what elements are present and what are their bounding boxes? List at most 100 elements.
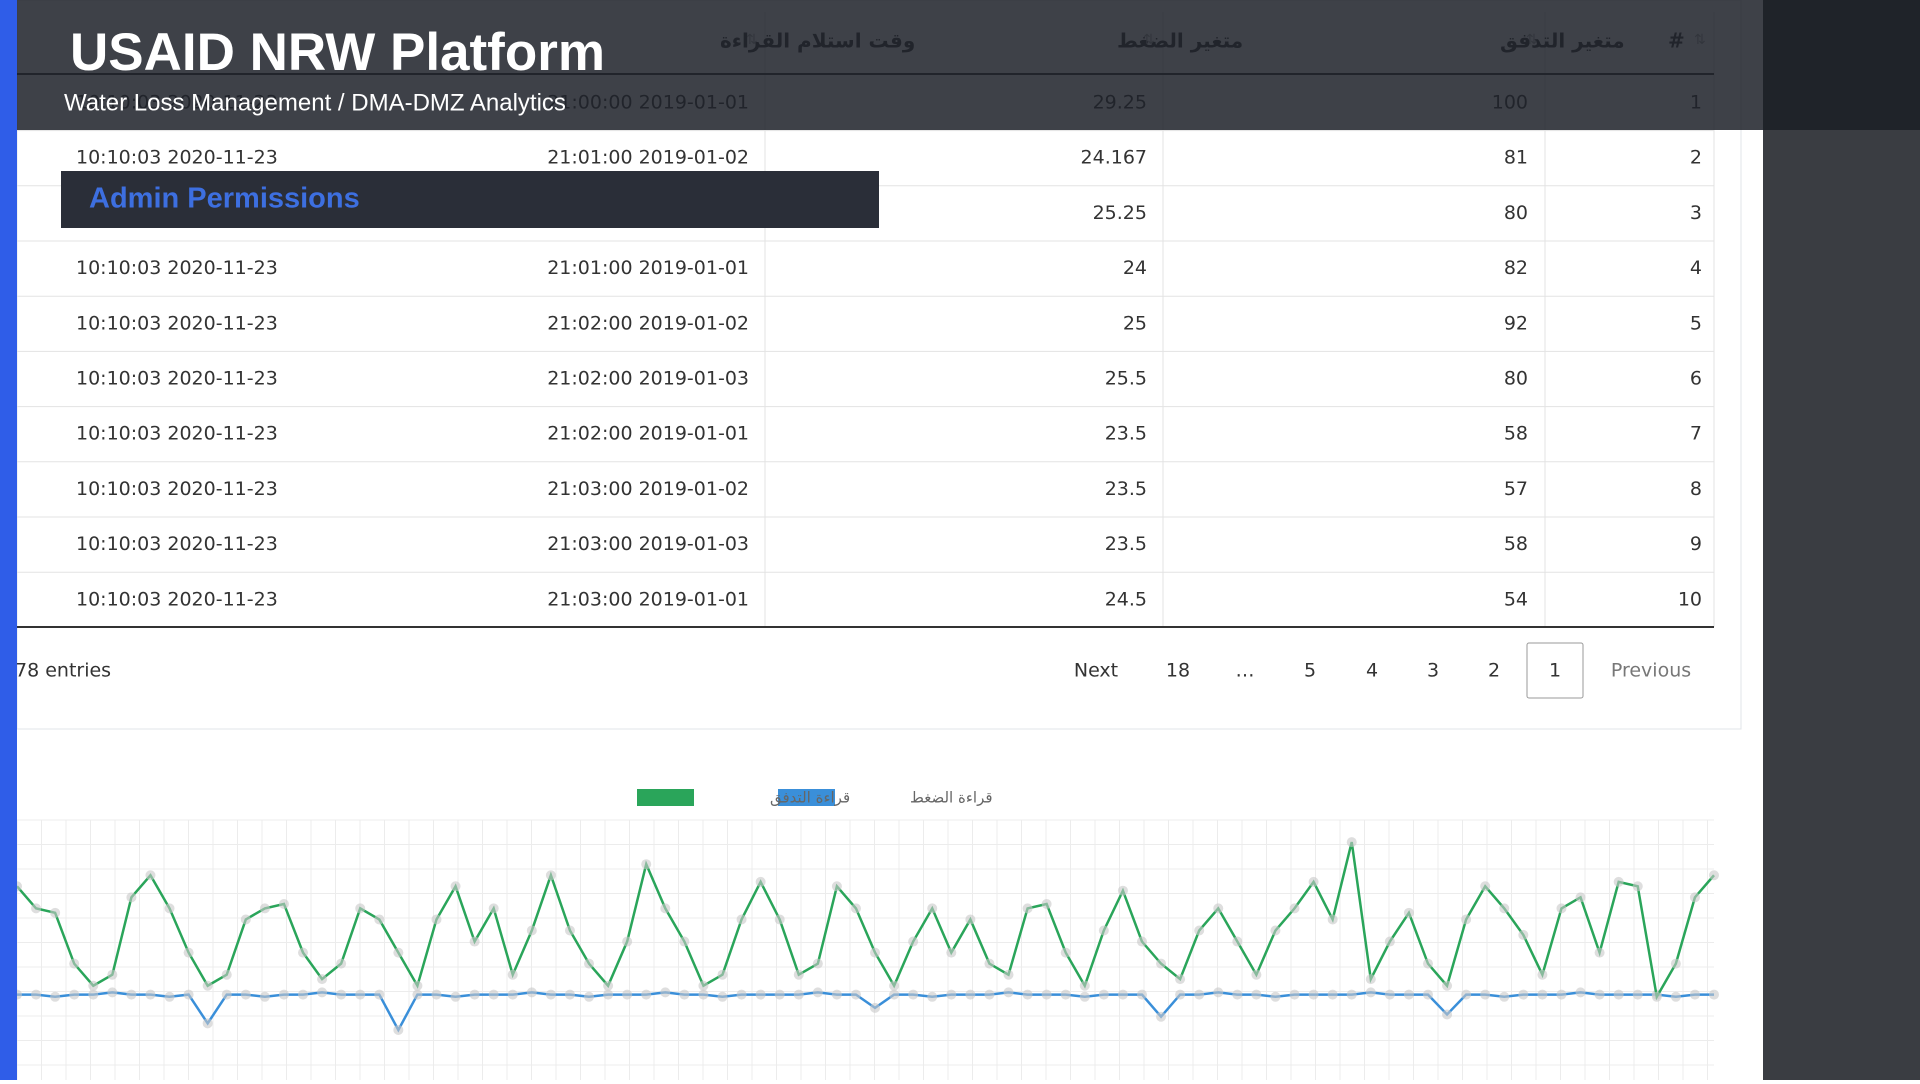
table-cell: 10:10:03 2020-11-23 xyxy=(76,423,278,445)
banner-label[interactable]: Admin Permissions xyxy=(89,183,360,215)
data-point xyxy=(88,980,99,991)
data-point xyxy=(1003,969,1014,980)
data-point xyxy=(69,958,80,969)
data-point xyxy=(1518,989,1529,1000)
table-cell: 21:03:00 2019-01-01 xyxy=(547,588,749,610)
data-point xyxy=(984,989,995,1000)
table-cell: 10:10:03 2020-11-23 xyxy=(76,533,278,555)
data-point xyxy=(1003,987,1014,998)
data-point xyxy=(412,980,423,991)
data-point xyxy=(1232,936,1243,947)
data-point xyxy=(774,914,785,925)
data-point xyxy=(1422,958,1433,969)
data-point xyxy=(812,987,823,998)
data-point xyxy=(812,958,823,969)
data-point xyxy=(622,989,633,1000)
table-cell: 3 xyxy=(1690,202,1702,224)
data-point xyxy=(870,947,881,958)
data-point xyxy=(278,989,289,1000)
page-button[interactable]: 1 xyxy=(1549,660,1561,682)
data-point xyxy=(1041,898,1052,909)
table-cell: 81 xyxy=(1504,147,1528,169)
data-point xyxy=(755,876,766,887)
data-point xyxy=(50,907,61,918)
table-cell: 24.167 xyxy=(1081,147,1147,169)
table-cell: 4 xyxy=(1690,257,1702,279)
table-cell: 10:10:03 2020-11-23 xyxy=(76,312,278,334)
data-point xyxy=(850,989,861,1000)
data-point xyxy=(259,903,270,914)
data-point xyxy=(298,947,309,958)
data-point xyxy=(1194,989,1205,1000)
page-button[interactable]: 18 xyxy=(1166,660,1190,682)
data-point xyxy=(374,914,385,925)
page-button[interactable]: 2 xyxy=(1488,660,1500,682)
legend-label: قراءة الضغط xyxy=(910,789,993,807)
data-point xyxy=(831,989,842,1000)
data-point xyxy=(1346,989,1357,1000)
data-point xyxy=(507,969,518,980)
data-point xyxy=(660,903,671,914)
data-point xyxy=(1537,969,1548,980)
data-point xyxy=(1213,987,1224,998)
data-point xyxy=(183,989,194,1000)
data-point xyxy=(31,903,42,914)
data-point xyxy=(164,991,175,1002)
data-point xyxy=(1518,929,1529,940)
table-cell: 10:10:03 2020-11-23 xyxy=(76,368,278,390)
page-button[interactable]: 4 xyxy=(1366,660,1378,682)
legend-label: قراءة التدفق xyxy=(770,789,850,807)
data-point xyxy=(1556,903,1567,914)
data-point xyxy=(1270,925,1281,936)
data-point xyxy=(507,989,518,1000)
data-point xyxy=(1461,989,1472,1000)
page-button[interactable]: 5 xyxy=(1304,660,1316,682)
data-point xyxy=(1403,989,1414,1000)
data-point xyxy=(679,936,690,947)
data-point xyxy=(1670,958,1681,969)
data-point xyxy=(1365,987,1376,998)
app-title: USAID NRW Platform xyxy=(70,23,605,82)
previous-button[interactable]: Previous xyxy=(1611,660,1691,682)
next-button[interactable]: Next xyxy=(1074,660,1118,682)
page-button[interactable]: … xyxy=(1236,660,1255,682)
data-point xyxy=(1403,907,1414,918)
data-point xyxy=(584,991,595,1002)
data-point xyxy=(526,987,537,998)
data-point xyxy=(355,989,366,1000)
data-point xyxy=(908,936,919,947)
data-point xyxy=(603,980,614,991)
data-point xyxy=(1365,974,1376,985)
data-point xyxy=(736,914,747,925)
table-cell: 10:10:03 2020-11-23 xyxy=(76,147,278,169)
data-point xyxy=(31,989,42,1000)
data-point xyxy=(603,989,614,1000)
data-point xyxy=(1308,876,1319,887)
data-point xyxy=(736,989,747,1000)
data-point xyxy=(1098,925,1109,936)
data-point xyxy=(793,969,804,980)
table-cell: 54 xyxy=(1504,588,1528,610)
data-point xyxy=(1422,989,1433,1000)
page-button[interactable]: 3 xyxy=(1427,660,1439,682)
data-point xyxy=(336,989,347,1000)
legend-swatch xyxy=(637,789,694,806)
data-point xyxy=(660,987,671,998)
data-point xyxy=(1670,991,1681,1002)
side-panel-top xyxy=(1763,0,1920,130)
table-cell: 10 xyxy=(1678,588,1702,610)
data-point xyxy=(240,914,251,925)
table-cell: 25.25 xyxy=(1093,202,1147,224)
data-point xyxy=(107,987,118,998)
data-point xyxy=(679,989,690,1000)
table-cell: 21:02:00 2019-01-03 xyxy=(547,368,749,390)
data-point xyxy=(908,989,919,1000)
data-point xyxy=(1156,1011,1167,1022)
data-point xyxy=(431,914,442,925)
data-point xyxy=(450,881,461,892)
current-page-box xyxy=(1526,642,1584,699)
data-point xyxy=(1480,881,1491,892)
table-cell: 21:01:00 2019-01-01 xyxy=(547,257,749,279)
data-point xyxy=(946,989,957,1000)
table-cell: 58 xyxy=(1504,423,1528,445)
